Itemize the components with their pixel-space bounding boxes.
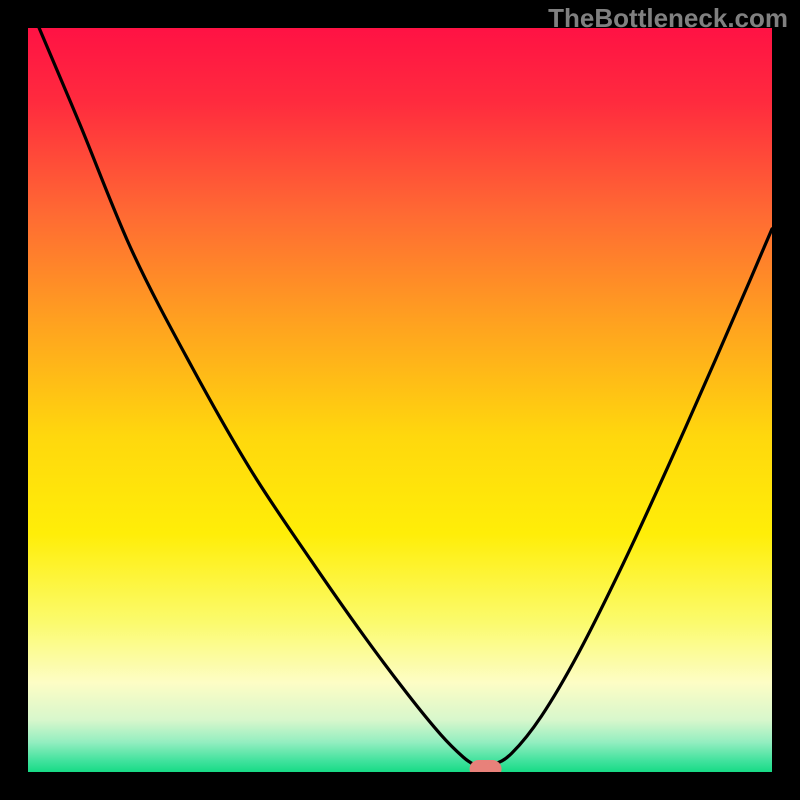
watermark-text: TheBottleneck.com	[548, 3, 788, 34]
plot-area	[28, 28, 772, 772]
chart-frame: TheBottleneck.com	[0, 0, 800, 800]
